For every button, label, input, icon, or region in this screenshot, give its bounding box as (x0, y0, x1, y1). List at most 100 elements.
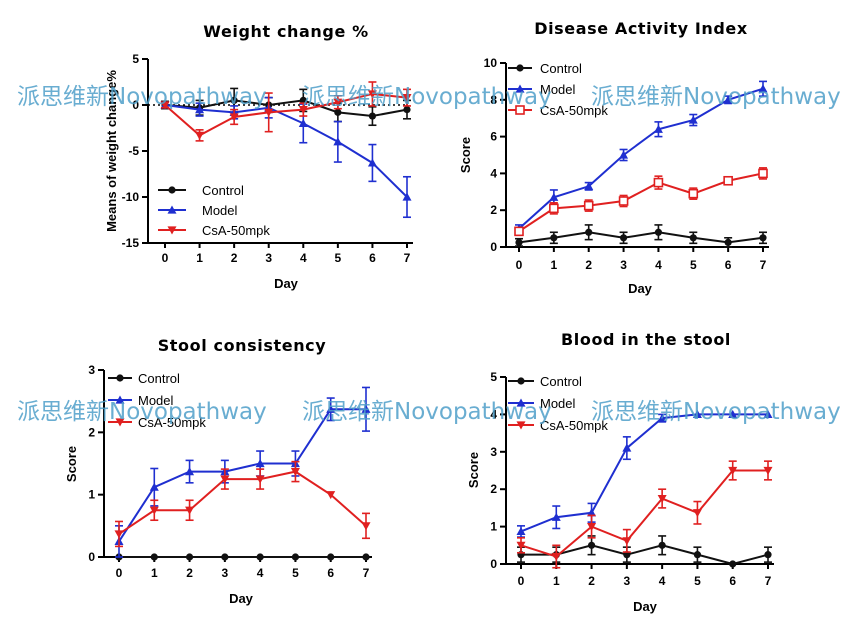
data-point (516, 64, 524, 72)
data-point (549, 203, 559, 214)
data-point (515, 238, 523, 246)
data-point (764, 551, 772, 559)
data-point (688, 115, 698, 124)
y-tick-label: 5 (132, 52, 139, 66)
x-axis-label: Day (633, 599, 658, 614)
data-point (653, 177, 664, 188)
data-point (150, 553, 158, 561)
x-tick-label: 1 (196, 251, 203, 265)
data-point (653, 124, 663, 133)
series-line (164, 99, 408, 118)
data-point (116, 374, 124, 382)
y-tick-label: 8 (490, 93, 497, 107)
blood-in-stool-panel: Blood in the stool Day Score 5 4 3 2 1 0 0 1 2 3 4… (466, 330, 774, 614)
legend-label: Control (540, 61, 582, 76)
legend-label: Model (540, 82, 576, 97)
watermark-text: 派思维新Novopathway (302, 84, 552, 110)
data-point (149, 482, 159, 491)
x-tick-label: 1 (553, 574, 560, 588)
data-point (115, 418, 125, 427)
x-tick-label: 3 (624, 574, 631, 588)
data-point (692, 509, 702, 518)
data-point (549, 192, 559, 201)
data-point (693, 551, 702, 559)
series-csa-50mpk (516, 460, 773, 569)
x-tick-label: 0 (516, 258, 523, 272)
data-point (168, 186, 176, 194)
series-model (114, 386, 371, 558)
data-point (724, 238, 732, 246)
data-point (587, 523, 597, 532)
series-control (517, 535, 772, 568)
data-point (688, 188, 699, 199)
x-tick-label: 4 (300, 251, 307, 265)
data-point (723, 95, 733, 104)
series-model (516, 409, 773, 538)
data-point (149, 506, 159, 515)
y-tick-label: 3 (490, 445, 497, 459)
legend-label: Model (202, 203, 238, 218)
data-point (622, 443, 632, 452)
series-line (521, 544, 769, 566)
data-point (587, 541, 596, 549)
data-point (515, 84, 525, 93)
y-tick-label: 0 (88, 550, 95, 564)
data-point (264, 108, 274, 117)
x-tick-label: 6 (327, 566, 334, 580)
data-point (185, 506, 195, 515)
data-point (402, 94, 412, 103)
data-point (195, 131, 205, 140)
x-tick-label: 6 (725, 258, 732, 272)
legend: Control Model CsA-50mpk (508, 61, 608, 118)
y-axis-label: Means of weight change% (104, 70, 119, 232)
y-tick-label: 1 (88, 488, 95, 502)
y-tick-label: 4 (490, 166, 497, 180)
data-point (167, 205, 177, 214)
series-csa-50mpk (160, 81, 412, 142)
series-line (520, 469, 768, 558)
y-tick-label: -10 (122, 190, 140, 204)
weight-change-panel: Weight change % Day Means of weight chan… (104, 22, 413, 291)
data-point (623, 551, 631, 559)
y-axis-label: Score (458, 137, 473, 173)
y-tick-label: 6 (490, 130, 497, 144)
data-point (367, 90, 377, 99)
y-axis-label: Score (466, 452, 481, 488)
x-axis-label: Day (628, 281, 653, 296)
series-line (118, 470, 367, 535)
x-tick-label: 2 (186, 566, 193, 580)
x-tick-label: 0 (518, 574, 525, 588)
data-point (402, 192, 412, 201)
legend-label: Model (540, 396, 576, 411)
data-point (333, 98, 343, 107)
x-tick-label: 3 (222, 566, 229, 580)
x-axis-label: Day (274, 276, 299, 291)
data-point (298, 118, 308, 127)
legend-label: Control (202, 183, 244, 198)
y-tick-label: -5 (128, 144, 139, 158)
y-tick-label: 3 (88, 363, 95, 377)
data-point (514, 226, 524, 237)
data-point (758, 168, 768, 179)
series-line (164, 104, 408, 198)
data-point (220, 475, 230, 484)
x-tick-label: 0 (162, 251, 169, 265)
data-point (658, 541, 666, 549)
y-tick-label: 10 (484, 56, 498, 70)
x-tick-label: 0 (116, 566, 123, 580)
x-tick-label: 3 (265, 251, 272, 265)
data-point (334, 108, 342, 116)
y-tick-label: -15 (122, 236, 140, 250)
series-line (518, 231, 764, 244)
data-point (368, 112, 377, 120)
y-tick-label: 1 (490, 520, 497, 534)
data-point (185, 467, 195, 476)
panel-title: Blood in the stool (561, 330, 731, 349)
x-tick-label: 7 (404, 251, 411, 265)
data-point (367, 158, 377, 167)
data-point (551, 552, 561, 562)
data-point (327, 553, 335, 561)
legend-label: CsA-50mpk (540, 418, 608, 433)
data-point (362, 553, 370, 561)
data-point (758, 84, 768, 93)
